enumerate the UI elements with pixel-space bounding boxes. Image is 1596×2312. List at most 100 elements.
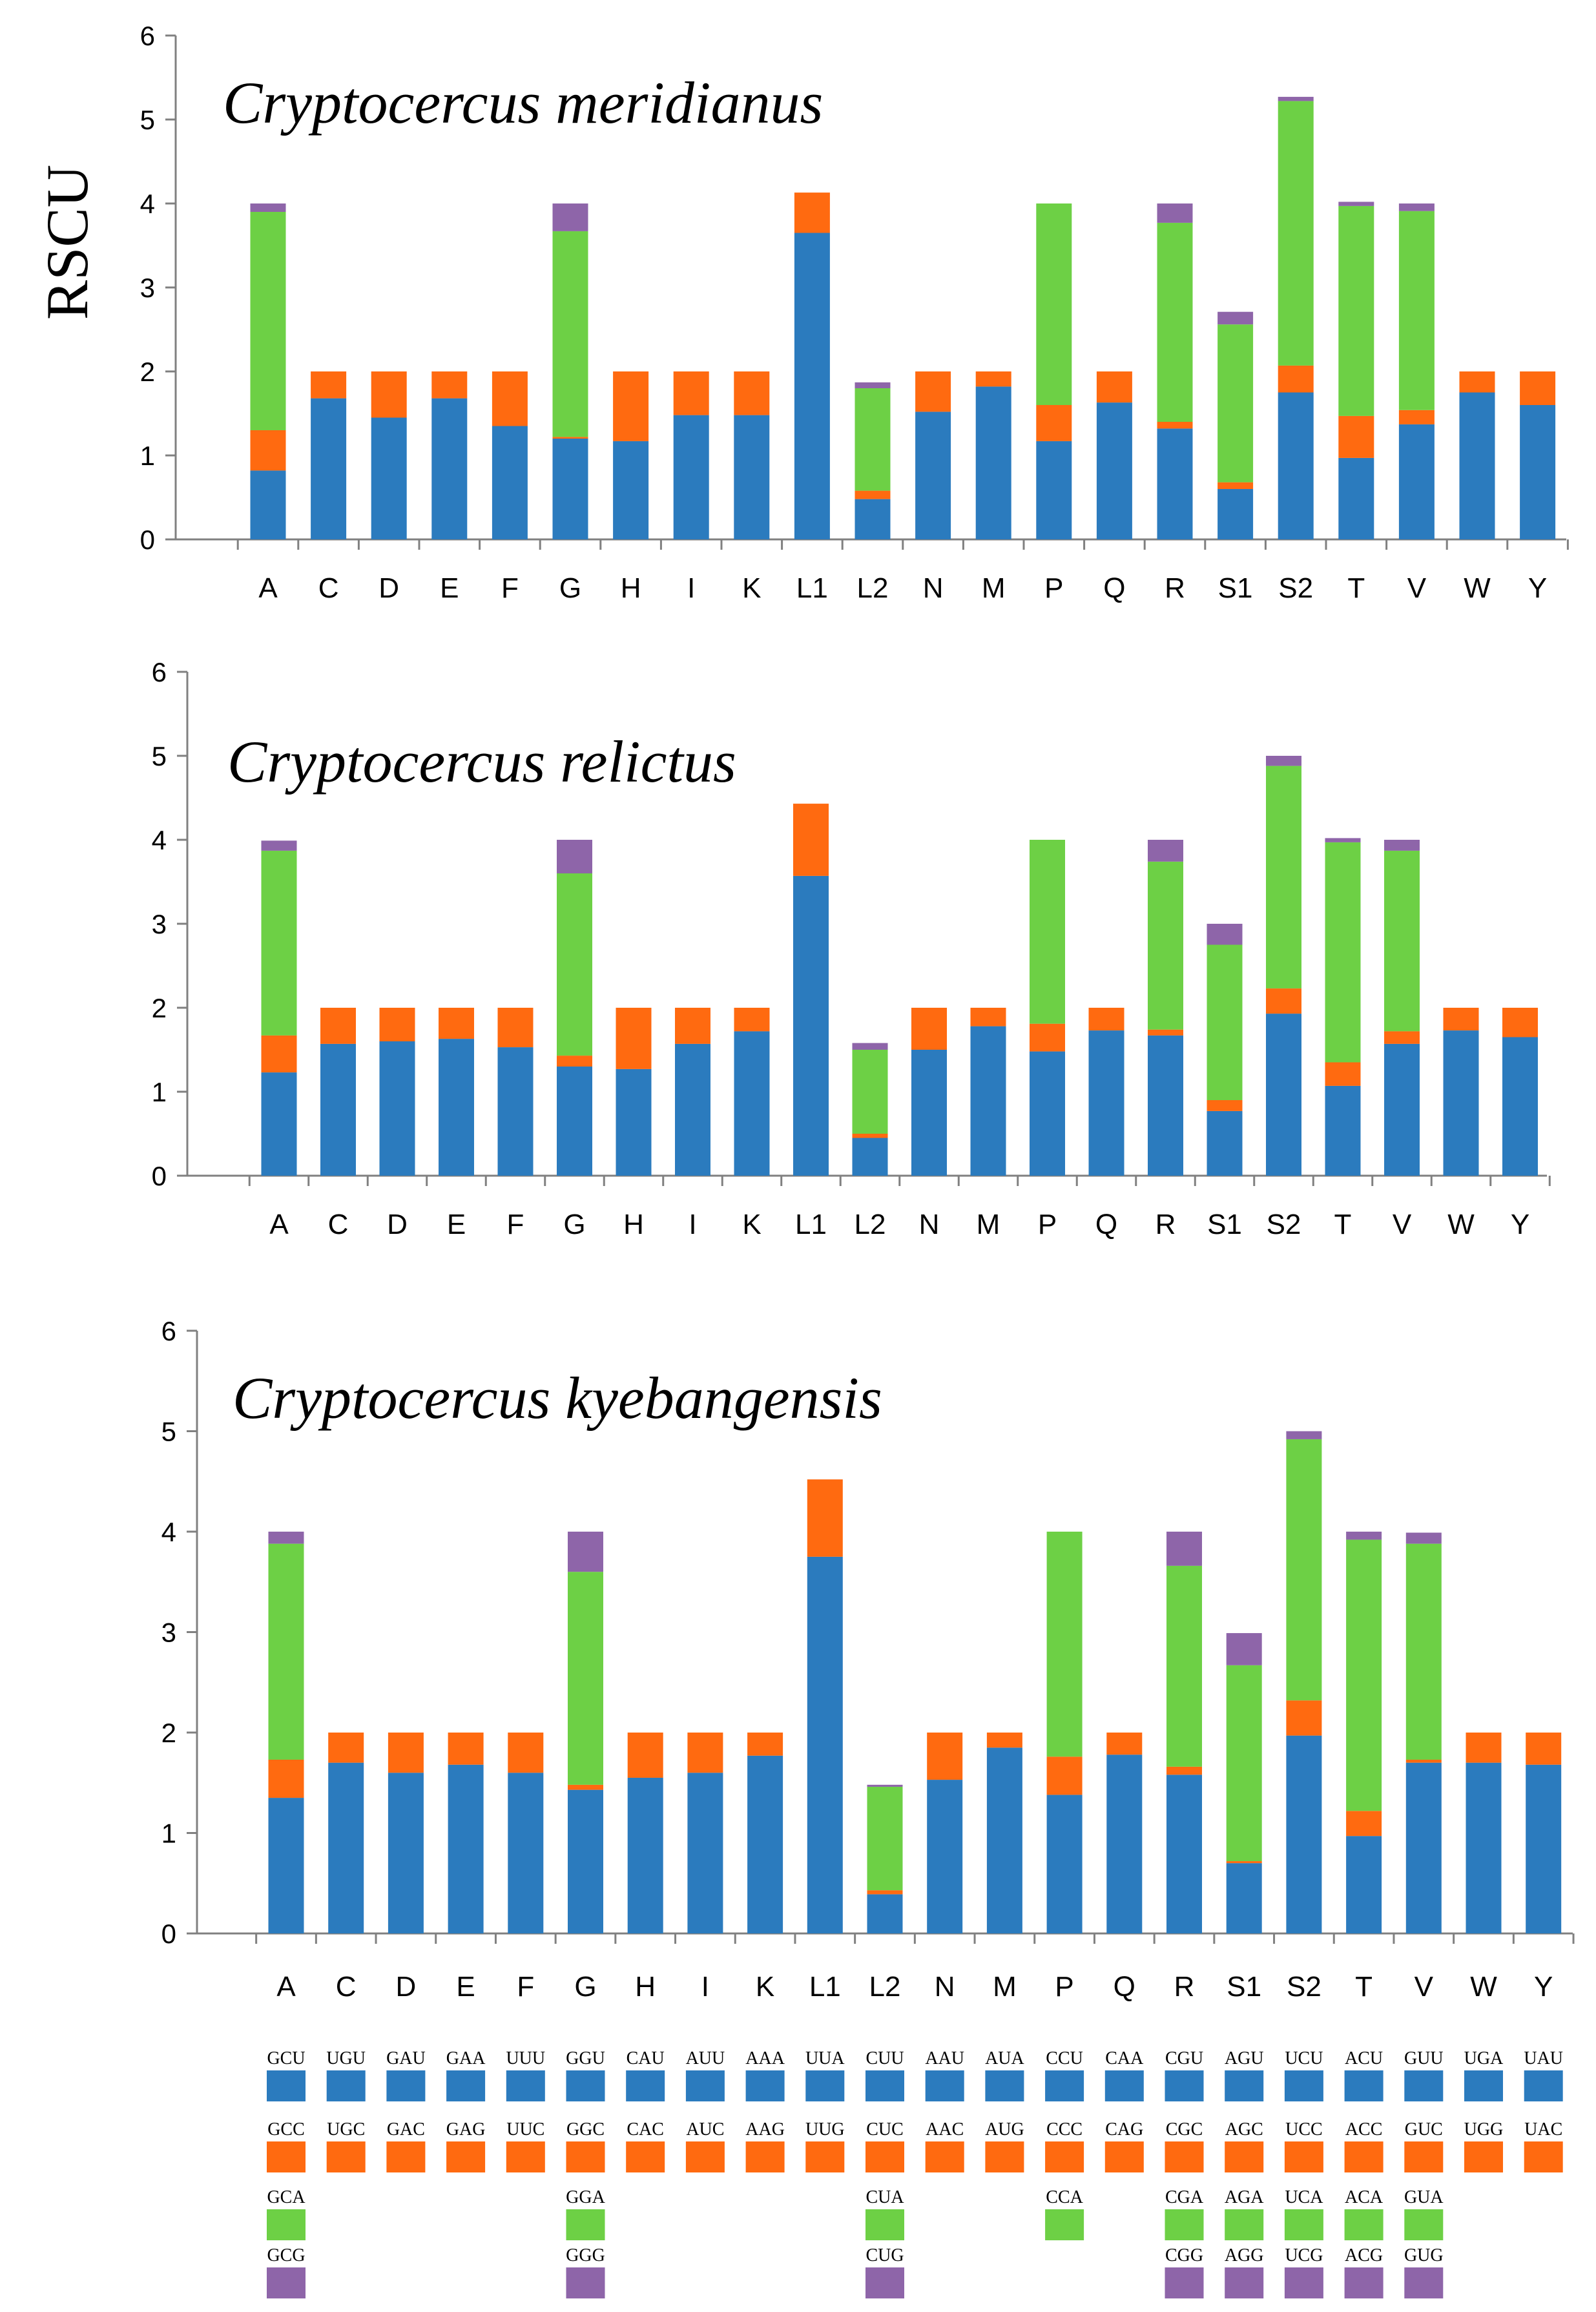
bar-y-orange <box>1502 1008 1538 1037</box>
x-tick-label: V <box>1415 1971 1434 2003</box>
bar-v-green <box>1384 850 1420 1032</box>
codon-label: CUG <box>865 2245 904 2265</box>
bar-p-blue <box>1046 1795 1083 1933</box>
bar-l2-blue <box>855 499 891 539</box>
bar-s2-blue <box>1278 392 1314 539</box>
bar-n-blue <box>911 1050 947 1176</box>
y-tick-label: 5 <box>161 1417 176 1447</box>
bar-v-blue <box>1384 1043 1420 1176</box>
codon-label: GCU <box>267 2048 305 2068</box>
x-tick-label: S1 <box>1218 572 1253 604</box>
bar-t-blue <box>1325 1085 1361 1176</box>
bar-s1-purple <box>1218 311 1254 325</box>
bar-k-blue <box>734 415 770 539</box>
bar-p-blue <box>1036 441 1072 539</box>
bar-i-blue <box>675 1043 710 1176</box>
codon-label: AAG <box>745 2119 785 2140</box>
chart-title: Cryptocercus meridianus <box>223 70 823 136</box>
codon-label: CGC <box>1166 2119 1203 2140</box>
codon-label: GAC <box>387 2119 425 2140</box>
x-tick-label: F <box>501 572 519 604</box>
codon-label: GAU <box>386 2048 426 2068</box>
codon-swatch-blue <box>1404 2070 1444 2101</box>
x-tick-label: A <box>276 1971 296 2003</box>
bar-g-blue <box>568 1789 603 1933</box>
codon-swatch-orange <box>1404 2141 1444 2172</box>
y-tick-label: 5 <box>140 105 155 135</box>
bar-t-green <box>1346 1539 1382 1811</box>
codon-swatch-orange <box>1344 2141 1384 2172</box>
bar-q-blue <box>1106 1755 1143 1933</box>
codon-label: GGC <box>566 2119 605 2140</box>
codon-label: AAA <box>745 2048 785 2068</box>
bar-n-orange <box>915 371 951 412</box>
bar-h-blue <box>627 1777 663 1933</box>
bar-r-blue <box>1166 1775 1202 1933</box>
bar-e-orange <box>448 1733 484 1765</box>
bar-s1-purple <box>1226 1633 1262 1665</box>
bar-p-green <box>1030 840 1065 1024</box>
y-tick-label: 1 <box>161 1818 176 1849</box>
x-tick-label: N <box>935 1971 955 2003</box>
codon-label: GAG <box>446 2119 486 2140</box>
bar-s1-orange <box>1207 1100 1243 1111</box>
x-tick-label: A <box>258 572 278 604</box>
codon-label: CAG <box>1105 2119 1143 2140</box>
bar-m-orange <box>986 1733 1022 1748</box>
bar-s1-orange <box>1226 1861 1262 1864</box>
bar-l2-green <box>855 388 891 491</box>
codon-swatch-blue <box>745 2070 785 2101</box>
codon-swatch-green <box>1404 2209 1444 2240</box>
x-tick-label: G <box>563 1209 585 1240</box>
x-tick-label: L2 <box>855 1209 886 1240</box>
codon-label: ACG <box>1345 2245 1383 2265</box>
bar-l1-blue <box>807 1556 843 1933</box>
x-tick-label: K <box>742 572 761 604</box>
bar-k-orange <box>734 371 770 415</box>
bar-y-blue <box>1502 1037 1538 1176</box>
codon-swatch-blue <box>446 2070 486 2101</box>
bar-g-orange <box>552 437 588 439</box>
bar-s2-orange <box>1286 1700 1322 1736</box>
x-tick-label: S2 <box>1267 1209 1301 1240</box>
codon-label: CCU <box>1046 2048 1083 2068</box>
bar-s1-purple <box>1207 924 1243 945</box>
bar-s2-green <box>1286 1439 1322 1701</box>
codon-swatch-orange <box>1045 2141 1084 2172</box>
bar-t-blue <box>1346 1836 1382 1933</box>
bar-h-orange <box>613 371 649 441</box>
bar-s1-green <box>1207 944 1243 1100</box>
codon-label: ACA <box>1345 2187 1384 2207</box>
bar-s2-purple <box>1266 756 1301 766</box>
bar-m-blue <box>970 1026 1006 1176</box>
bar-i-orange <box>675 1008 710 1044</box>
chart-1: 0 1 2 3 4 5 6 Cryptocercus meridianus A C D E F G H I K L… <box>140 21 1569 604</box>
bar-m-orange <box>970 1008 1006 1026</box>
bar-g-purple <box>552 203 588 231</box>
x-tick-label: T <box>1355 1971 1373 2003</box>
bar-a-purple <box>261 840 297 851</box>
y-tick-label: 6 <box>140 21 155 51</box>
codon-swatch-orange <box>1464 2141 1503 2172</box>
bar-v-purple <box>1405 1532 1442 1544</box>
bar-p-green <box>1036 203 1072 405</box>
bar-a-blue <box>268 1798 304 1933</box>
bar-l1-orange <box>807 1479 843 1557</box>
codon-swatch-blue <box>925 2070 964 2101</box>
bar-a-blue <box>250 470 286 539</box>
bar-q-blue <box>1096 402 1132 539</box>
bar-i-blue <box>673 415 709 539</box>
codon-swatch-blue <box>386 2070 426 2101</box>
codon-swatch-blue <box>985 2070 1024 2101</box>
bar-s2-orange <box>1278 365 1314 393</box>
y-tick-label: 1 <box>152 1077 167 1107</box>
codon-label: CGA <box>1165 2187 1204 2207</box>
x-tick-label: K <box>756 1971 774 2003</box>
x-tick-label: S1 <box>1207 1209 1242 1240</box>
codon-swatch-purple <box>1404 2267 1444 2298</box>
x-tick-label: H <box>621 572 641 604</box>
bar-f-orange <box>497 1008 534 1048</box>
bar-g-orange <box>557 1056 592 1067</box>
bar-p-orange <box>1030 1023 1065 1052</box>
x-tick-label: G <box>574 1971 596 2003</box>
